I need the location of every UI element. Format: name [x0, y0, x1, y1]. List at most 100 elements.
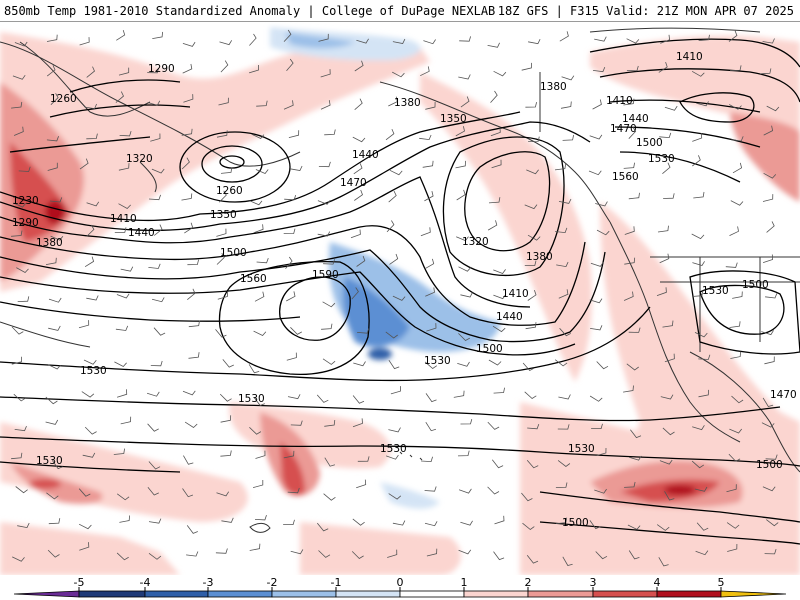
wind-barb [147, 487, 159, 496]
colorbar-tick: 1 [460, 576, 468, 589]
wind-barb [220, 60, 229, 73]
wind-barb [426, 323, 437, 332]
wind-barb [457, 361, 470, 367]
contour-label: 1530 [702, 285, 729, 297]
wind-barb [216, 228, 227, 237]
wind-barb [663, 193, 675, 199]
wind-barb [388, 359, 400, 370]
wind-barb [424, 486, 437, 492]
wind-barb [148, 461, 161, 470]
wind-barb [596, 447, 607, 456]
wind-barb [148, 518, 162, 524]
wind-barb [554, 359, 568, 367]
wind-barb [253, 397, 265, 406]
wind-barb [558, 289, 569, 299]
wind-barb [562, 134, 574, 141]
wind-barb [45, 257, 57, 265]
wind-barb [184, 421, 198, 429]
wind-barb [527, 423, 540, 430]
contour-label: 1380 [526, 251, 553, 263]
colorbar-segment [78, 590, 146, 598]
wind-barb [13, 393, 26, 402]
wind-barb [188, 352, 200, 359]
contour-label: 1440 [128, 227, 155, 239]
contour-label: 1290 [148, 63, 175, 75]
wind-barbs [11, 29, 780, 567]
wind-barb [150, 360, 163, 367]
contour-label: 1500 [636, 137, 663, 149]
wind-barb [316, 522, 329, 532]
wind-barb [255, 169, 269, 174]
contour-label: 1500 [756, 459, 783, 471]
wind-barb [316, 394, 329, 403]
wind-barb [594, 488, 607, 494]
wind-barb [290, 165, 303, 171]
wind-barb [419, 134, 432, 141]
wind-barb [182, 488, 194, 498]
wind-barb [47, 162, 58, 171]
wind-barb [354, 60, 364, 72]
wind-barb [490, 90, 498, 103]
wind-barb [460, 520, 473, 526]
wind-barb [388, 190, 397, 203]
wind-barb [184, 222, 194, 234]
wind-barb [16, 267, 29, 274]
wind-barb [527, 289, 537, 301]
wind-barb [354, 189, 363, 201]
wind-barb [182, 63, 193, 74]
wind-barb [656, 524, 670, 531]
colorbar-ramp [13, 587, 787, 598]
wind-barb [726, 484, 737, 493]
wind-barb [589, 298, 603, 304]
wind-barb [256, 257, 269, 264]
wind-barb [762, 486, 776, 492]
wind-barb [493, 269, 506, 274]
wind-barb [692, 132, 703, 142]
wind-barb [522, 522, 535, 531]
wind-barb [286, 58, 294, 71]
wind-barb [385, 128, 395, 141]
wind-barb [524, 260, 537, 266]
wind-barb [48, 297, 62, 303]
contour-label: 1530 [36, 455, 63, 467]
wind-barb [659, 253, 670, 264]
contour-label: 1440 [352, 149, 379, 161]
wind-barb [425, 393, 437, 403]
wind-barb [487, 42, 500, 48]
wind-barb [556, 261, 569, 268]
contour-label: 1560 [612, 171, 639, 183]
wind-barb [17, 296, 30, 302]
wind-barb [460, 96, 470, 108]
wind-barb [660, 394, 674, 400]
wind-barb [694, 486, 708, 492]
wind-barb [459, 36, 471, 42]
wind-barb [555, 517, 568, 524]
wind-barb [283, 450, 295, 459]
wind-barb [764, 548, 777, 555]
wind-barb [82, 452, 96, 458]
wind-barb [45, 396, 58, 405]
contour-label: 1530 [568, 443, 595, 455]
wind-barb [286, 291, 296, 302]
wind-barb [596, 229, 610, 236]
colorbar-high-arrow [720, 590, 787, 598]
wind-barb [558, 198, 572, 204]
wind-barb [390, 386, 401, 395]
wind-barb [555, 482, 568, 488]
wind-barb [183, 455, 194, 465]
wind-barb [86, 133, 98, 140]
wind-barb [457, 450, 470, 457]
contour-label: 1530 [424, 355, 451, 367]
wind-barb [183, 94, 194, 103]
wind-barb [119, 515, 130, 523]
colorbar-segment [399, 590, 465, 598]
contour-label: 1530 [648, 153, 675, 165]
wind-barb [456, 189, 466, 201]
wind-barb [656, 287, 667, 296]
wind-barb [766, 221, 775, 233]
wind-barb [623, 98, 635, 106]
wind-barb [356, 255, 366, 267]
wind-barb [493, 551, 505, 561]
wind-barb [691, 460, 705, 469]
wind-barb [624, 226, 635, 235]
